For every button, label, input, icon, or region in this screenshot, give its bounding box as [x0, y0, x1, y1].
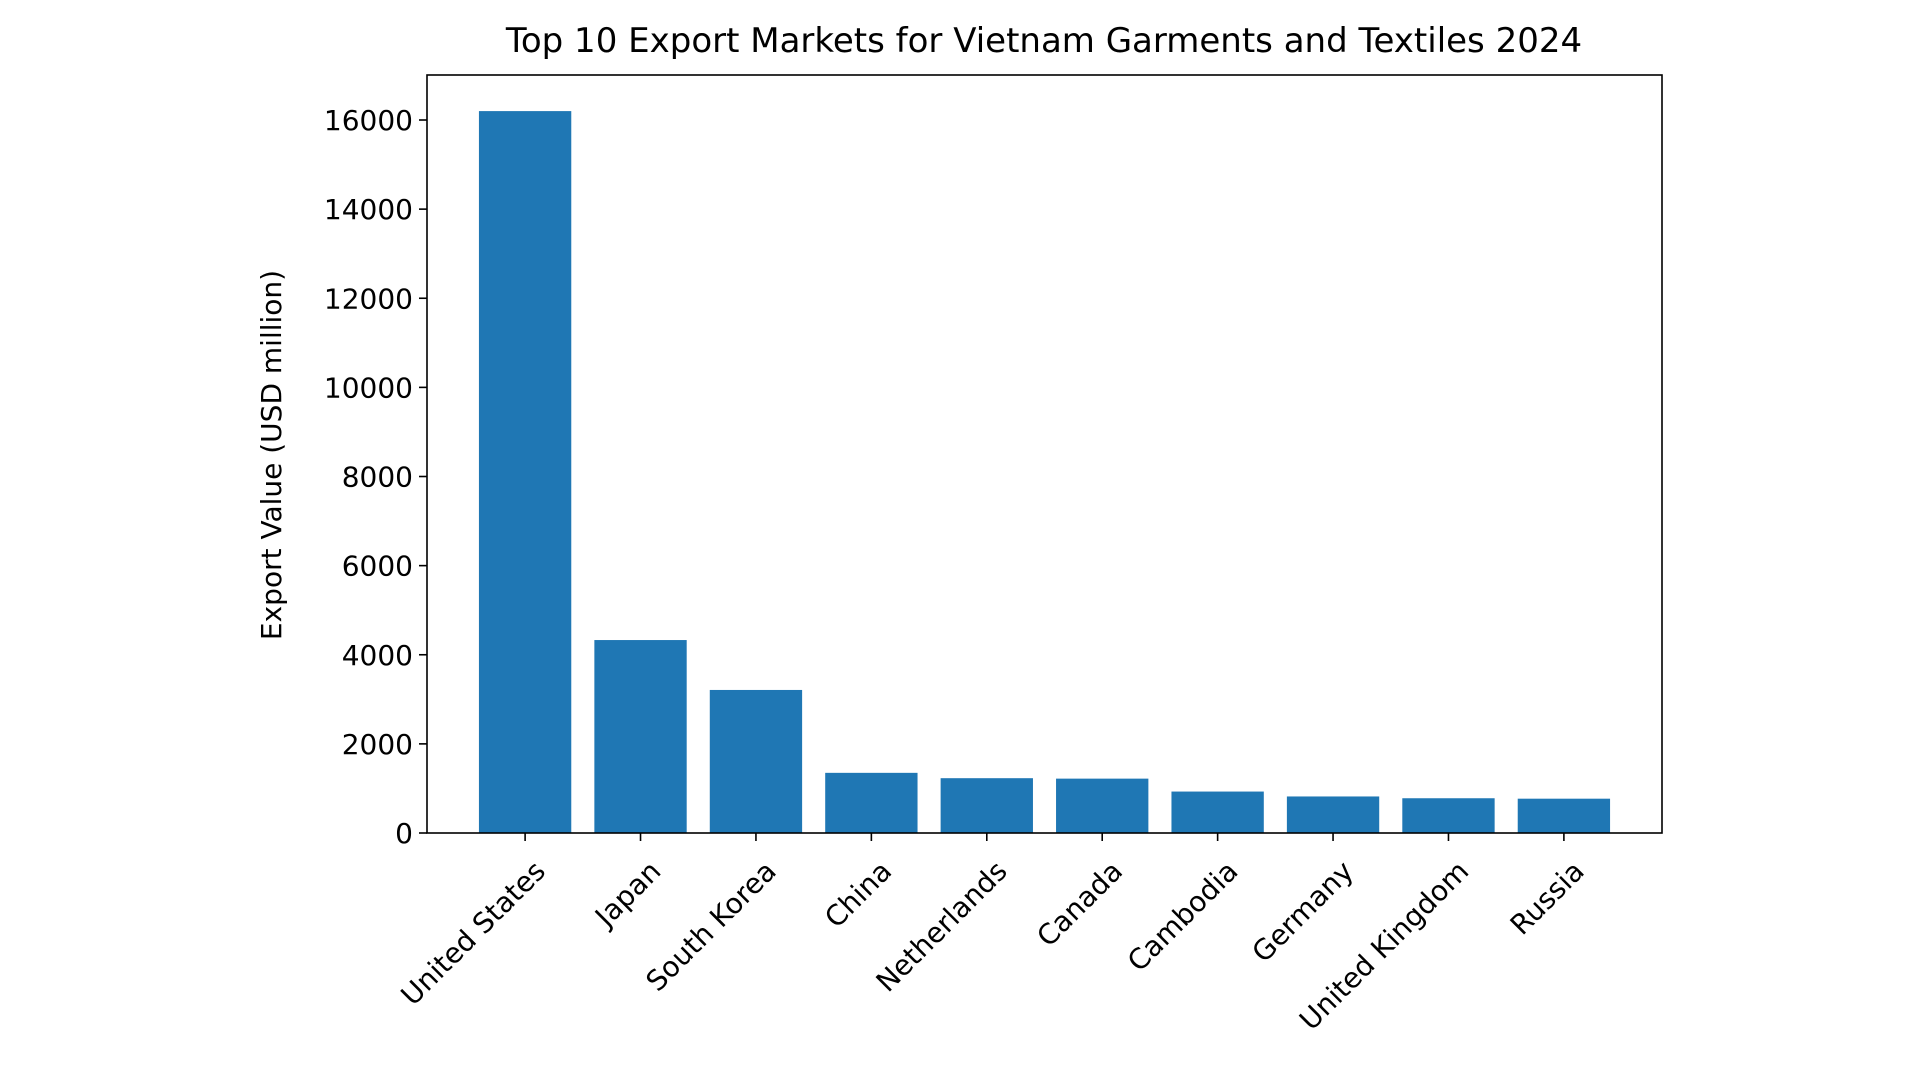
x-tick-label: Germany [1246, 854, 1360, 968]
bars-group [478, 111, 1611, 834]
bar-south-korea [709, 689, 803, 833]
y-tick-label: 12000 [324, 282, 413, 315]
bar-canada [1056, 778, 1149, 833]
bar-china [825, 772, 918, 833]
bar-united-states [478, 111, 572, 834]
y-tick-label: 6000 [342, 550, 413, 583]
bar-russia [1517, 798, 1611, 833]
bar-germany [1286, 796, 1380, 833]
x-tick-label: Russia [1504, 854, 1591, 941]
y-tick-label: 10000 [324, 371, 413, 404]
chart-title: Top 10 Export Markets for Vietnam Garmen… [505, 21, 1582, 61]
y-tick-label: 2000 [342, 728, 413, 761]
x-tick-label: Canada [1030, 854, 1129, 953]
x-tick-label: China [818, 854, 898, 934]
x-tick-label: Cambodia [1121, 854, 1244, 977]
y-tick-label: 0 [395, 817, 413, 850]
y-tick-label: 8000 [342, 461, 413, 494]
bar-cambodia [1171, 791, 1264, 833]
y-axis: 0 2000 4000 6000 8000 10000 12000 14000 16000 [324, 104, 427, 850]
bar-japan [594, 640, 687, 833]
bar-netherlands [940, 778, 1033, 833]
y-tick-label: 14000 [324, 193, 413, 226]
y-tick-label: 4000 [342, 639, 413, 672]
y-axis-label: Export Value (USD million) [255, 270, 288, 640]
bar-united-kingdom [1402, 798, 1495, 833]
x-tick-label: Japan [587, 854, 667, 934]
plot-frame [426, 74, 1663, 834]
x-tick-label: United States [395, 854, 552, 1011]
y-tick-label: 16000 [324, 104, 413, 137]
